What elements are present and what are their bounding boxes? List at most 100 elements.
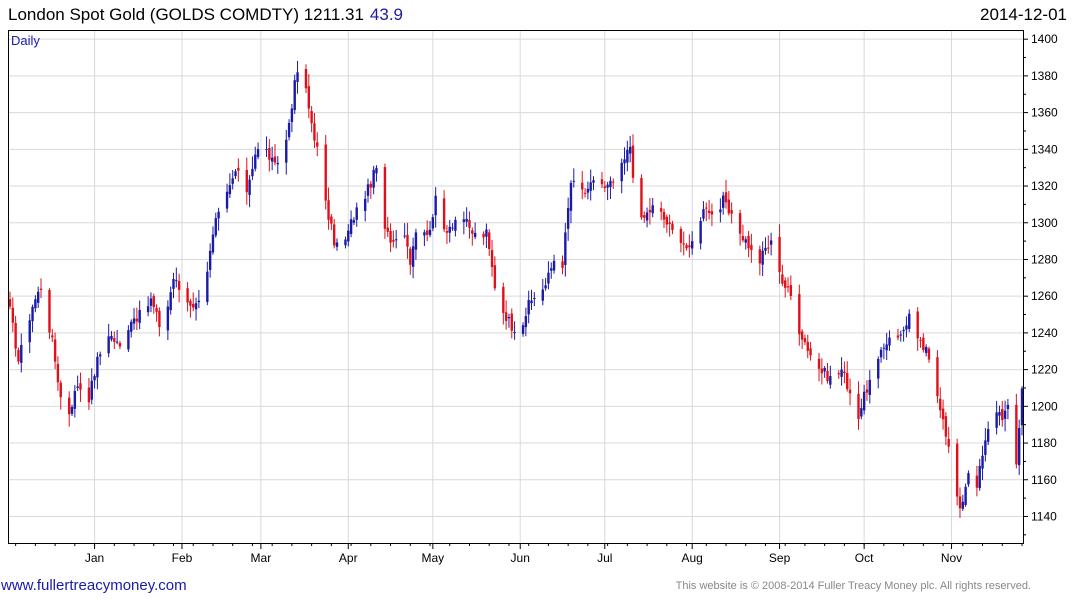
candle-body-down (648, 209, 652, 213)
candle-body-up (984, 440, 987, 455)
candle-body-down (313, 123, 316, 141)
candle-body-down (800, 331, 804, 340)
candle-body-down (781, 274, 784, 284)
candle-body-down (837, 373, 840, 375)
candle-body-up (885, 344, 888, 351)
candle-body-up (473, 232, 477, 238)
candle-body-up (132, 318, 136, 324)
candle-body-up (20, 344, 23, 363)
candle-body-up (592, 180, 595, 183)
price-change: 43.9 (369, 5, 404, 24)
candle-body-up (394, 239, 398, 241)
candle-body-down (409, 248, 412, 265)
candle-body-up (761, 250, 764, 265)
candle-body-up (552, 260, 556, 271)
candle-body-up (431, 217, 435, 229)
candle-body-up (877, 358, 880, 379)
y-tick-label: 1160 (1031, 473, 1057, 487)
candle-body-up (423, 232, 426, 236)
candle-body-up (544, 285, 547, 289)
candle-body-up (265, 149, 268, 151)
candle-body-up (690, 241, 694, 249)
candle-body-up (349, 219, 353, 234)
candle-body-up (372, 169, 375, 188)
candle-body-up (462, 219, 466, 222)
candle-body-up (347, 230, 350, 242)
x-tick-label: Sep (769, 551, 791, 565)
candle-body-up (296, 72, 299, 82)
candle-body-down (392, 239, 395, 242)
plot-frame (8, 30, 1024, 544)
candle-body-up (110, 335, 113, 340)
candle-body-up (986, 429, 990, 442)
candle-body-up (363, 198, 367, 211)
candle-body-up (651, 205, 654, 214)
candle-body-up (961, 501, 965, 509)
candle-body-up (645, 212, 649, 221)
instrument-title: London Spot Gold (GOLDS COMDTY) 1211.31 (8, 5, 364, 24)
candle-body-down (662, 211, 666, 220)
candle-body-up (626, 149, 629, 163)
candle-body-down (87, 387, 91, 403)
candle-body-down (758, 249, 762, 264)
candle-body-down (155, 308, 158, 312)
y-tick-label: 1400 (1031, 32, 1058, 46)
candle-body-up (924, 346, 928, 353)
candle-body-down (750, 244, 753, 251)
candle-body-up (434, 195, 437, 216)
candle-body-up (428, 229, 432, 235)
candle-body-down (947, 439, 950, 447)
candle-body-down (747, 235, 750, 249)
candle-body-down (1015, 404, 1018, 465)
website-link[interactable]: www.fullertreacymoney.com (1, 577, 187, 594)
candle-body-down (936, 357, 939, 397)
candle-body-up (90, 380, 93, 400)
candle-body-down (727, 199, 731, 214)
candle-body-up (248, 179, 251, 195)
candle-body-up (344, 239, 347, 246)
candle-body-up (702, 209, 705, 219)
copyright-notice: This website is © 2008-2014 Fuller Treac… (675, 580, 1031, 592)
candle-body-up (620, 162, 623, 182)
x-tick-label: Jul (597, 551, 612, 565)
candle-body-down (941, 408, 945, 420)
y-tick-label: 1320 (1031, 179, 1058, 193)
candle-body-up (533, 298, 536, 300)
candle-body-down (826, 370, 829, 382)
candle-body-up (211, 234, 215, 253)
candle-body-down (955, 443, 959, 497)
candle-body-up (411, 246, 415, 267)
candle-body-down (843, 371, 846, 374)
candle-body-up (285, 139, 288, 163)
candle-body-down (386, 227, 389, 232)
y-tick-label: 1180 (1031, 436, 1057, 450)
candle-body-down (803, 338, 807, 343)
candle-body-down (468, 219, 471, 228)
candle-body-down (857, 393, 860, 420)
candle-body-down (806, 341, 809, 351)
candle-body-up (981, 455, 984, 469)
candle-body-up (569, 182, 573, 211)
candle-body-down (383, 167, 387, 229)
candle-body-up (208, 250, 212, 270)
candle-body-down (327, 200, 330, 220)
candle-body-down (502, 286, 505, 313)
candle-body-down (11, 307, 15, 323)
candle-body-down (944, 416, 948, 437)
candle-body-down (471, 230, 474, 234)
candle-body-down (705, 207, 708, 209)
candle-body-down (865, 389, 869, 393)
candle-body-up (964, 486, 967, 505)
candle-body-down (135, 318, 139, 322)
candle-body-up (888, 337, 891, 346)
candle-body-up (908, 313, 911, 329)
candle-body-down (730, 210, 733, 214)
candle-body-up (166, 306, 170, 331)
candle-body-down (643, 215, 646, 218)
candle-body-down (245, 169, 248, 193)
candle-body-up (172, 279, 175, 289)
y-tick-label: 1380 (1031, 69, 1058, 83)
x-tick-label: Apr (339, 551, 358, 565)
candle-body-up (366, 184, 370, 196)
period-label: Daily (11, 33, 40, 48)
